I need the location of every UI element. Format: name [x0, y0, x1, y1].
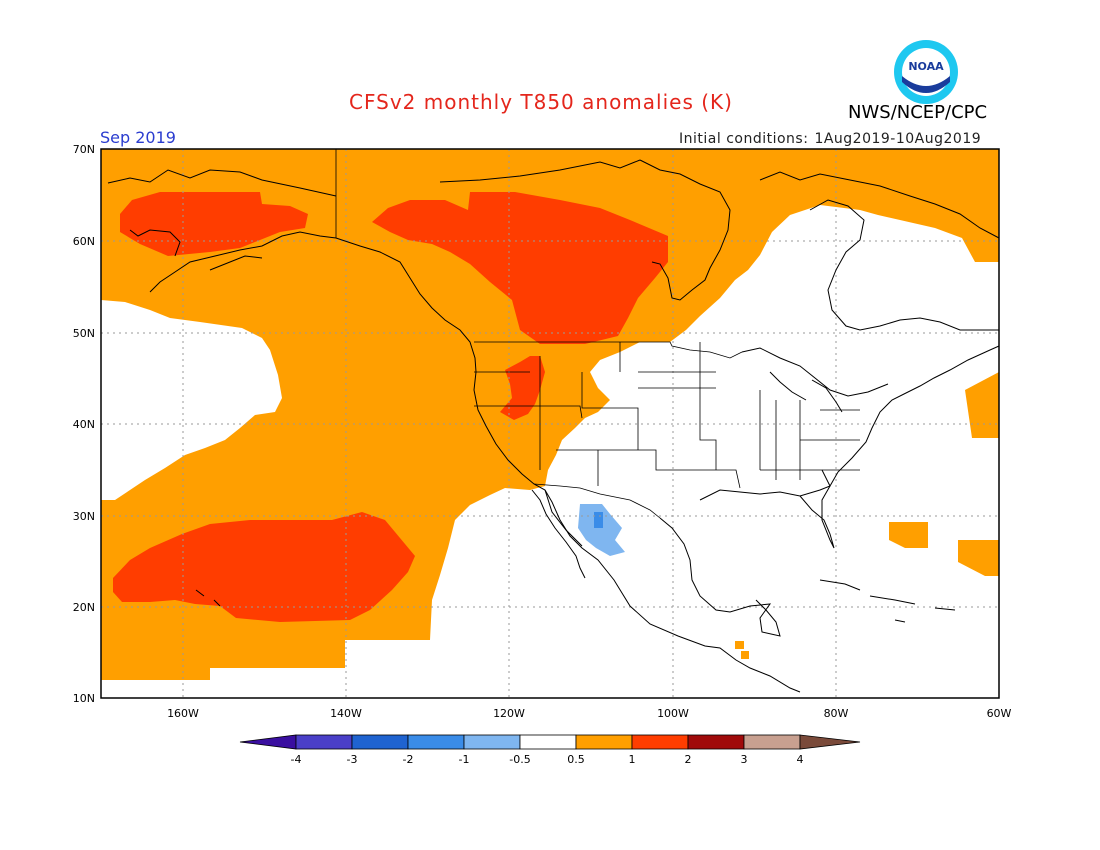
lat-label: 60N	[73, 235, 95, 248]
colorbar-tick: 4	[797, 753, 804, 766]
region-pacific-red	[113, 512, 415, 622]
lat-label: 20N	[73, 601, 95, 614]
colorbar-segment	[463, 734, 521, 750]
colorbar-segment	[631, 734, 689, 750]
colorbar-tick: 2	[685, 753, 692, 766]
colorbar-segment	[351, 734, 409, 750]
colorbar-segment	[239, 734, 297, 750]
colorbar-segment	[743, 734, 801, 750]
region-mexico-blue	[594, 512, 603, 528]
colorbar: -4 -3 -2 -1 -0.5 0.5 1 2 3 4	[239, 734, 861, 766]
political-boundaries	[335, 149, 860, 519]
colorbar-tick: -0.5	[509, 753, 530, 766]
valid-month: Sep 2019	[100, 128, 176, 147]
lon-label: 60W	[987, 707, 1012, 720]
lon-label: 140W	[330, 707, 362, 720]
region-atlantic-orange-2	[958, 540, 999, 576]
colorbar-tick: 3	[741, 753, 748, 766]
region-canada-red	[372, 192, 668, 344]
region-east-orange	[965, 372, 999, 438]
lon-label: 120W	[493, 707, 525, 720]
colorbar-tick: -1	[459, 753, 470, 766]
colorbar-tick: -4	[291, 753, 302, 766]
lat-label: 70N	[73, 143, 95, 156]
coastlines	[107, 159, 1000, 693]
agency-label: NWS/NCEP/CPC	[848, 102, 988, 123]
graticule	[101, 149, 999, 698]
region-central-america-orange	[735, 641, 744, 649]
lon-label: 80W	[824, 707, 849, 720]
colorbar-segment	[575, 734, 633, 750]
lon-label: 100W	[657, 707, 689, 720]
anomaly-blue-regions	[578, 504, 625, 556]
region-alaska-red	[120, 192, 308, 256]
lat-labels: 70N 60N 50N 40N 30N 20N 10N	[73, 143, 95, 705]
plot-area	[100, 148, 1000, 699]
lon-label: 160W	[167, 707, 199, 720]
lat-label: 30N	[73, 510, 95, 523]
lon-labels: 160W 140W 120W 100W 80W 60W	[167, 707, 1011, 720]
colorbar-tick: 0.5	[567, 753, 585, 766]
region-mexico-lightblue	[578, 504, 625, 556]
noaa-logo-text: NOAA	[908, 60, 944, 73]
lat-label: 40N	[73, 418, 95, 431]
lat-label: 50N	[73, 327, 95, 340]
anomaly-red-regions	[113, 192, 668, 622]
region-atlantic-orange-1	[889, 522, 928, 548]
map-title: CFSv2 monthly T850 anomalies (K)	[349, 90, 733, 114]
colorbar-tick: -2	[403, 753, 414, 766]
initial-conditions-range: 1Aug2019-10Aug2019	[814, 131, 982, 147]
initial-conditions: Initial conditions: 1Aug2019-10Aug2019	[679, 131, 981, 147]
colorbar-segment	[407, 734, 465, 750]
colorbar-segment	[687, 734, 745, 750]
colorbar-tick: 1	[629, 753, 636, 766]
colorbar-segment	[519, 734, 577, 750]
noaa-logo: NOAA	[894, 40, 958, 104]
colorbar-tick: -3	[347, 753, 358, 766]
colorbar-segment	[295, 734, 353, 750]
initial-conditions-label: Initial conditions:	[679, 131, 809, 147]
lat-label: 10N	[73, 692, 95, 705]
colorbar-segment	[799, 734, 861, 750]
